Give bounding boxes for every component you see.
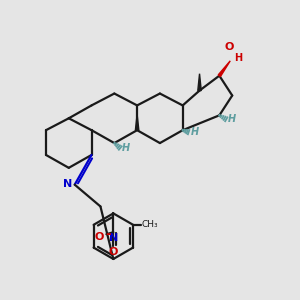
Polygon shape xyxy=(218,61,230,76)
Text: H: H xyxy=(190,127,199,137)
Text: N: N xyxy=(64,179,73,189)
Text: O: O xyxy=(109,247,118,257)
Text: H: H xyxy=(122,143,130,153)
Text: H: H xyxy=(228,114,236,124)
Text: -: - xyxy=(105,227,111,241)
Text: O: O xyxy=(95,232,104,242)
Text: H: H xyxy=(234,53,242,63)
Polygon shape xyxy=(198,74,201,91)
Text: O: O xyxy=(225,42,234,52)
Polygon shape xyxy=(135,114,139,130)
Text: CH₃: CH₃ xyxy=(142,220,159,229)
Text: N: N xyxy=(109,233,118,243)
